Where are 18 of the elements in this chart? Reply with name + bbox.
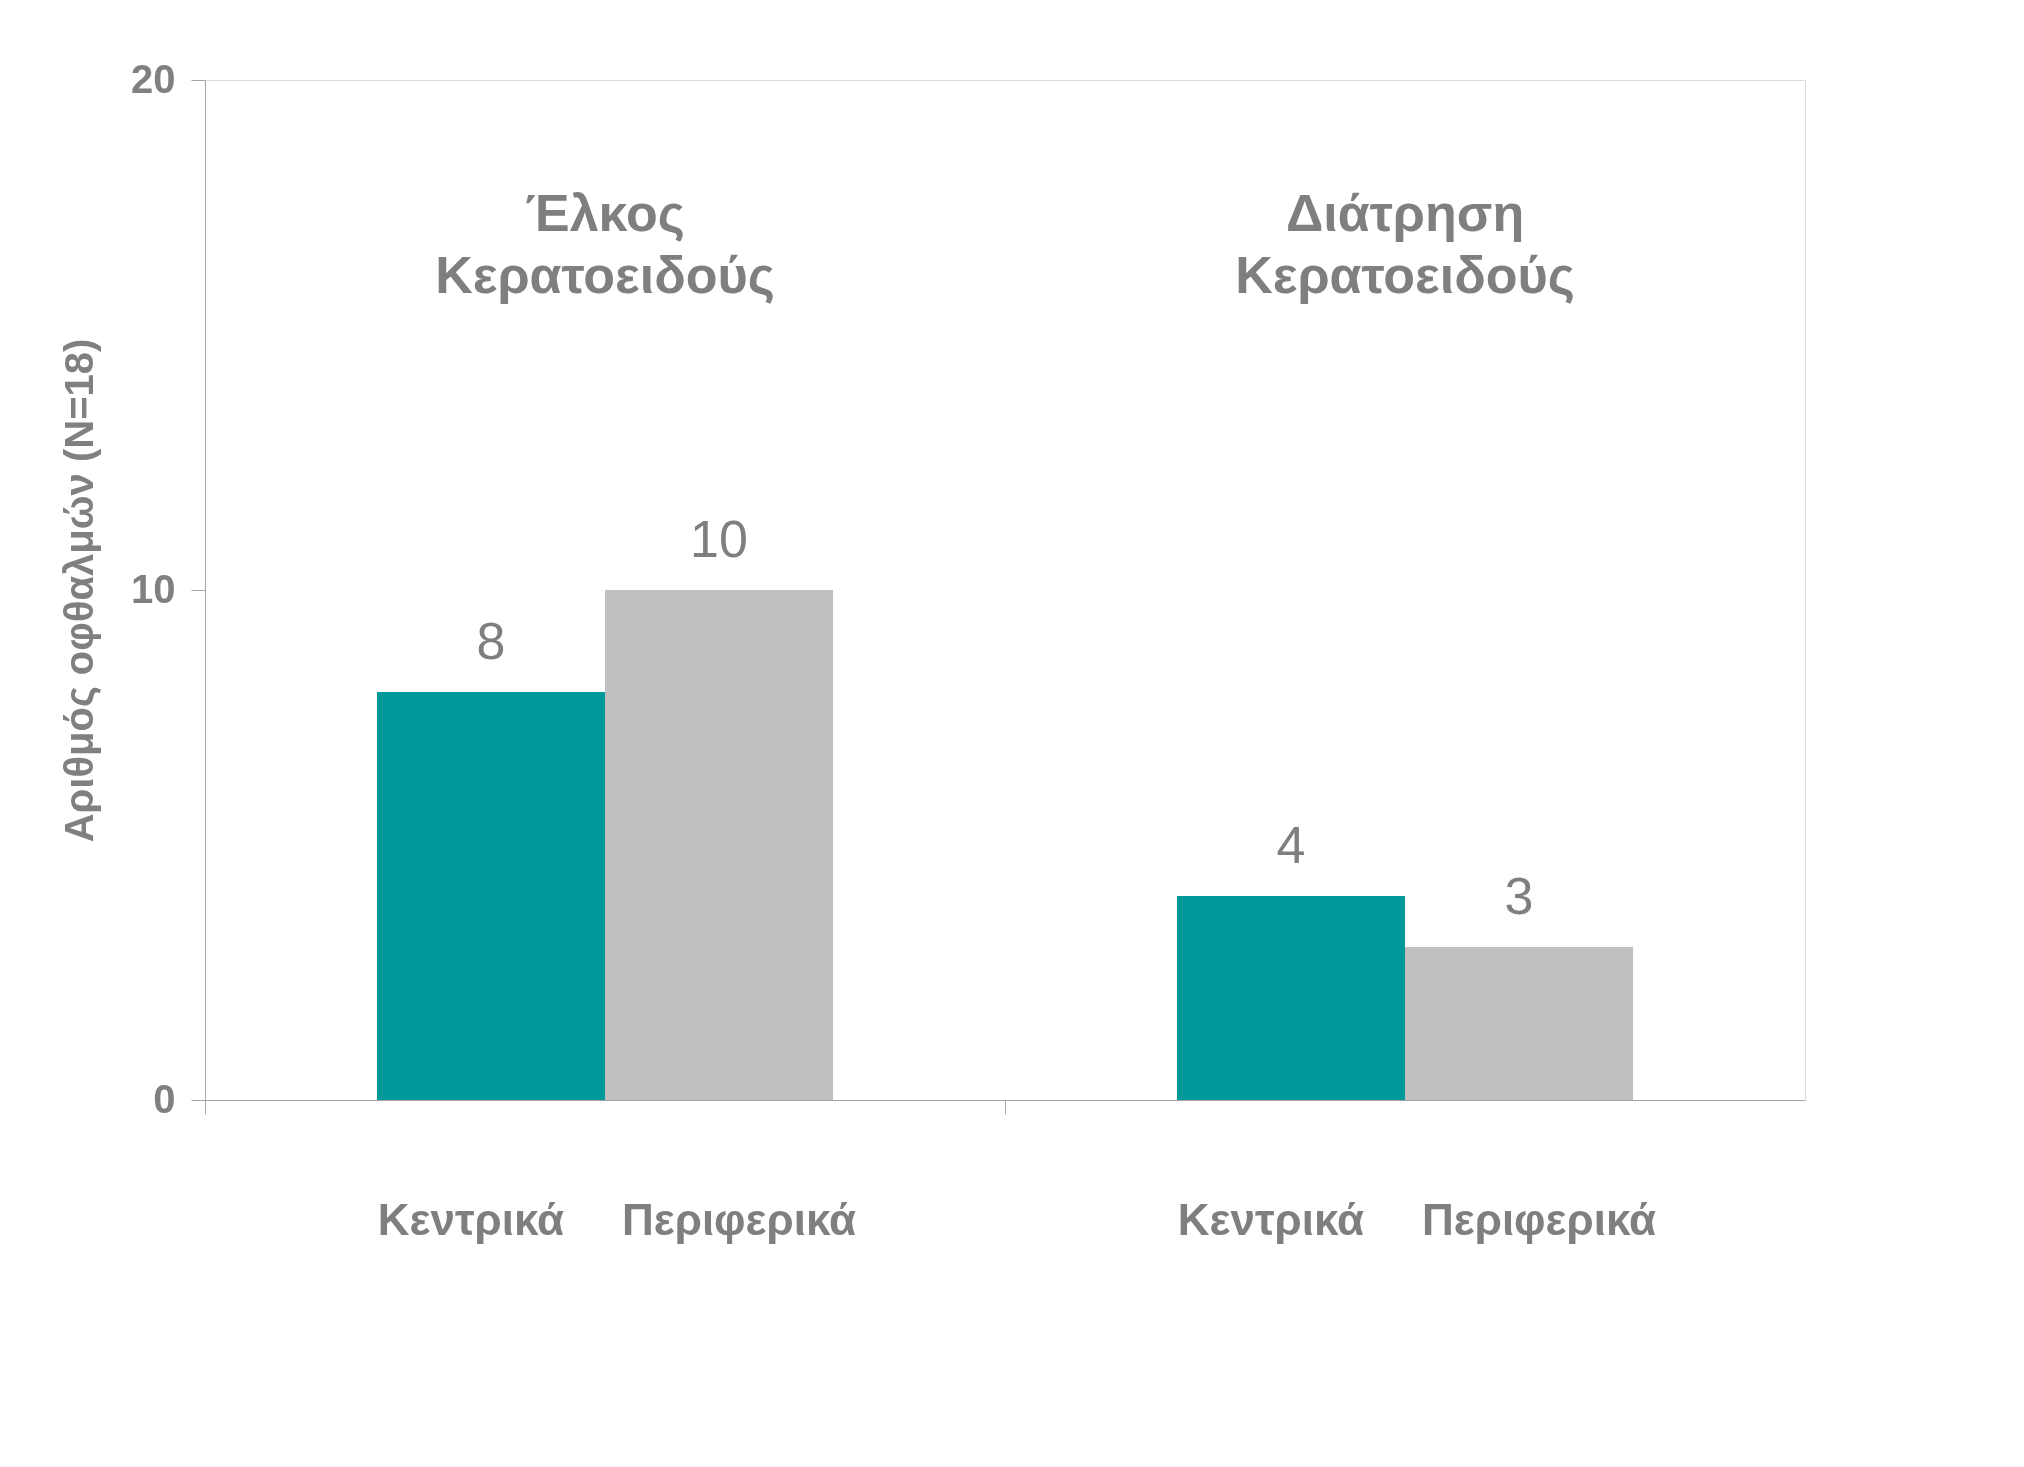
- data-label: 10: [690, 510, 748, 568]
- y-tick-label: 10: [131, 566, 176, 611]
- text: Περιφερικά: [622, 1195, 857, 1244]
- y-tick-label: 0: [153, 1076, 176, 1121]
- bar: [1176, 896, 1405, 1100]
- text: Περιφερικά: [1422, 1195, 1657, 1244]
- text: Κεντρικά: [377, 1195, 565, 1244]
- y-axis-title: Αριθμός οφθαλμών (N=18): [57, 338, 103, 843]
- bar: [1405, 947, 1634, 1100]
- text: Κεντρικά: [1177, 1195, 1365, 1244]
- bar: [376, 692, 605, 1100]
- x-tick-label: Διάτρηση Κερατοειδούς: [1235, 184, 1575, 304]
- y-tick-label: 20: [131, 56, 176, 101]
- x-tick-label: Έλκος Κερατοειδούς: [435, 184, 775, 304]
- data-label: 8: [476, 612, 506, 670]
- bar: [605, 590, 834, 1100]
- data-label: 3: [1504, 867, 1534, 925]
- data-label: 4: [1276, 816, 1306, 874]
